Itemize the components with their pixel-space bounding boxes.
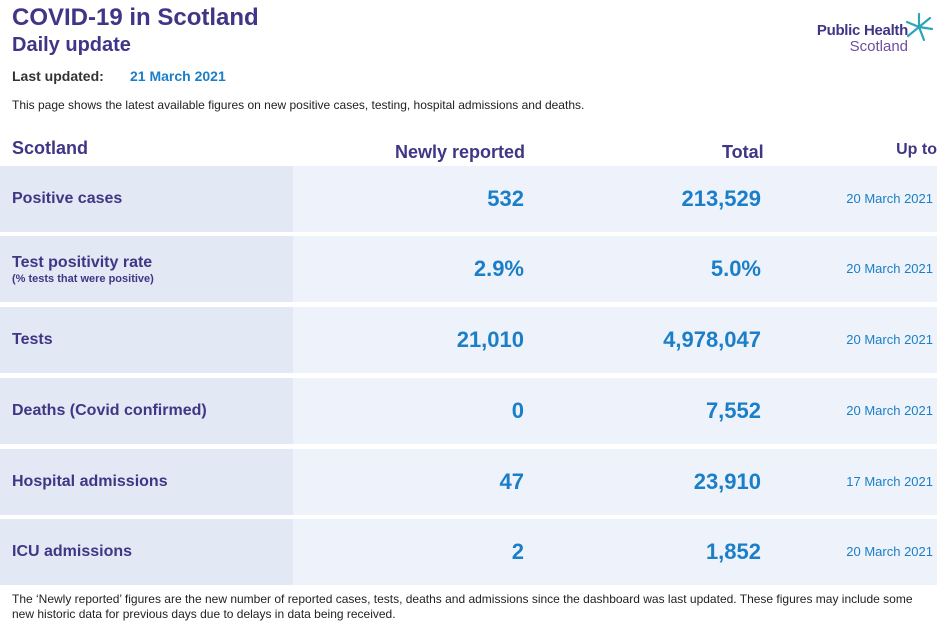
up-to-date: 17 March 2021: [846, 474, 933, 489]
up-to-date: 20 March 2021: [846, 332, 933, 347]
up-to-date: 20 March 2021: [846, 403, 933, 418]
newly-reported-value: 2: [511, 539, 524, 564]
table-row-deaths: Deaths (Covid confirmed) 0 7,552 20 Marc…: [0, 378, 937, 444]
column-header-up-to: Up to: [896, 141, 937, 158]
column-header-newly-reported: Newly reported: [395, 142, 526, 162]
row-label-cell: [0, 519, 293, 585]
newly-reported-value: 47: [499, 469, 524, 494]
public-health-scotland-logo: Public Health Scotland: [808, 12, 938, 56]
row-label: ICU admissions: [12, 543, 133, 560]
logo-text-line2: Scotland: [849, 38, 908, 55]
row-label-cell: [0, 307, 293, 373]
newly-reported-value: 2.9%: [473, 256, 524, 281]
row-label: Deaths (Covid confirmed): [12, 402, 207, 419]
row-label-cell: [0, 166, 293, 232]
logo-text-line1: Public Health: [816, 22, 908, 39]
newly-reported-value: 0: [511, 398, 524, 423]
column-header-total: Total: [722, 142, 764, 162]
table-row-tests: Tests 21,010 4,978,047 20 March 2021: [0, 307, 937, 373]
table-row-test-positivity-rate: Test positivity rate (% tests that were …: [0, 236, 937, 302]
total-value: 23,910: [693, 469, 761, 494]
row-label-cell: [0, 449, 293, 515]
total-value: 7,552: [705, 398, 761, 423]
row-label: Tests: [12, 331, 53, 348]
row-label: Positive cases: [12, 190, 123, 207]
last-updated-label: Last updated:: [12, 68, 104, 84]
up-to-date: 20 March 2021: [846, 191, 933, 206]
row-label: Test positivity rate: [12, 254, 153, 271]
total-value: 5.0%: [710, 256, 761, 281]
row-label-cell: [0, 236, 293, 302]
column-header-region: Scotland: [12, 138, 89, 158]
intro-text: This page shows the latest available fig…: [12, 98, 585, 112]
up-to-date: 20 March 2021: [846, 261, 933, 276]
newly-reported-value: 532: [487, 186, 524, 211]
footnote: The ‘Newly reported’ figures are the new…: [12, 592, 913, 621]
up-to-date: 20 March 2021: [846, 544, 933, 559]
row-label-cell: [0, 378, 293, 444]
total-value: 4,978,047: [663, 327, 761, 352]
table-row-icu-admissions: ICU admissions 2 1,852 20 March 2021: [0, 519, 937, 585]
row-label: Hospital admissions: [12, 473, 168, 490]
table-row-positive-cases: Positive cases 532 213,529 20 March 2021: [0, 166, 937, 232]
row-sublabel: (% tests that were positive): [12, 273, 154, 285]
total-value: 1,852: [705, 539, 761, 564]
last-updated-value: 21 March 2021: [130, 68, 226, 84]
page-title: COVID-19 in Scotland: [12, 4, 259, 31]
newly-reported-value: 21,010: [456, 327, 524, 352]
total-value: 213,529: [681, 186, 761, 211]
table-row-hospital-admissions: Hospital admissions 47 23,910 17 March 2…: [0, 449, 937, 515]
page-subtitle: Daily update: [12, 34, 131, 56]
star-burst-icon: [905, 12, 934, 42]
